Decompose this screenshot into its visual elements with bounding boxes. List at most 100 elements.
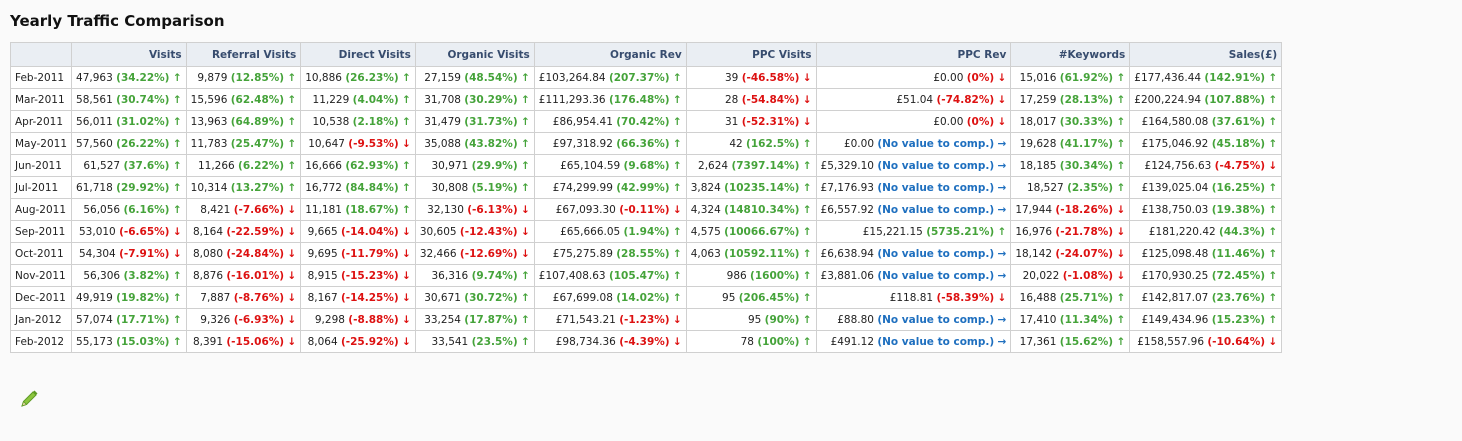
arrow-up-icon: ↑: [1116, 115, 1126, 128]
table-cell: 31,708 (30.29%) ↑: [414, 88, 535, 111]
arrow-up-icon: ↑: [1268, 71, 1278, 84]
arrow-down-icon: ↓: [1116, 203, 1126, 216]
table-cell: 95 (90%) ↑: [685, 308, 817, 331]
arrow-down-icon: ↓: [402, 313, 411, 326]
cell-value: £0.00: [933, 115, 964, 128]
cell-change: (66.36%): [616, 137, 670, 150]
arrow-up-icon: ↑: [520, 269, 530, 282]
table-cell: 4,063 (10592.11%) ↑: [685, 242, 817, 265]
cell-value: £0.00: [843, 137, 874, 150]
cell-value: 56,056: [83, 203, 121, 216]
arrow-up-icon: ↑: [287, 159, 297, 172]
month-cell: Feb-2011: [9, 66, 73, 89]
table-row: Aug-2011 56,056 (6.16%) ↑ 8,421 (-7.66%) ↓…: [9, 198, 1283, 221]
cell-value: £67,699.08: [552, 291, 613, 304]
table-cell: 20,022 (-1.08%) ↓: [1010, 264, 1131, 287]
cell-change: (-58.39%): [936, 291, 995, 304]
cell-value: £164,580.08: [1141, 115, 1209, 128]
cell-value: 11,783: [190, 137, 228, 150]
arrow-up-icon: ↑: [1116, 93, 1126, 106]
cell-change: (17.71%): [116, 313, 170, 326]
arrow-up-icon: ↑: [402, 203, 411, 216]
arrow-up-icon: ↑: [172, 203, 182, 216]
cell-value: 8,064: [307, 335, 338, 348]
cell-value: 49,919: [76, 291, 113, 304]
table-row: Oct-2011 54,304 (-7.91%) ↓ 8,080 (-24.84%)…: [9, 242, 1283, 265]
month-cell: Feb-2012: [9, 330, 73, 353]
cell-value: £200,224.94: [1134, 93, 1202, 106]
arrow-up-icon: ↑: [172, 137, 182, 150]
cell-value: 32,130: [427, 203, 464, 216]
cell-change: (30.34%): [1059, 159, 1114, 172]
arrow-up-icon: ↑: [520, 181, 530, 194]
cell-value: 2,624: [698, 159, 729, 172]
arrow-up-icon: ↑: [520, 335, 530, 348]
cell-value: 57,074: [76, 313, 113, 326]
cell-value: £71,543.21: [555, 313, 616, 326]
month-cell: Apr-2011: [9, 110, 73, 133]
cell-change: (30.72%): [464, 291, 518, 304]
cell-change: (28.55%): [616, 247, 670, 260]
cell-value: £139,025.04: [1141, 181, 1209, 194]
cell-value: 11,266: [197, 159, 235, 172]
cell-change: (-4.39%): [619, 335, 670, 348]
arrow-up-icon: ↑: [172, 115, 182, 128]
month-cell: Oct-2011: [9, 242, 73, 265]
cell-value: 17,361: [1019, 335, 1057, 348]
cell-value: 7,887: [200, 291, 231, 304]
cell-change: (6.22%): [238, 159, 285, 172]
table-row: Jun-2011 61,527 (37.6%) ↑ 11,266 (6.22%) ↑…: [9, 154, 1283, 177]
pencil-icon[interactable]: [18, 388, 40, 410]
arrow-down-icon: ↓: [402, 269, 411, 282]
table-cell: 18,017 (30.33%) ↑: [1010, 110, 1131, 133]
cell-value: £491.12: [830, 335, 874, 348]
month-cell: Mar-2011: [9, 88, 73, 111]
table-cell: £103,264.84 (207.37%) ↑: [533, 66, 687, 89]
cell-value: 20,022: [1022, 269, 1060, 282]
table-cell: 4,324 (14810.34%) ↑: [685, 198, 817, 221]
arrow-down-icon: ↓: [802, 71, 812, 84]
arrow-up-icon: ↑: [1268, 93, 1278, 106]
cell-value: 16,666: [305, 159, 342, 172]
cell-change: (26.23%): [345, 71, 399, 84]
cell-change: (41.17%): [1059, 137, 1114, 150]
arrow-up-icon: ↑: [172, 181, 182, 194]
arrow-up-icon: ↑: [1116, 159, 1126, 172]
cell-value: 30,808: [431, 181, 469, 194]
table-cell: 9,298 (-8.88%) ↓: [300, 308, 416, 331]
arrow-down-icon: ↓: [997, 71, 1007, 84]
cell-change: (No value to comp.): [877, 269, 995, 282]
table-cell: £158,557.96 (-10.64%) ↓: [1129, 330, 1283, 353]
arrow-up-icon: ↑: [672, 159, 682, 172]
table-cell: 28 (-54.84%) ↓: [685, 88, 817, 111]
arrow-down-icon: ↓: [287, 203, 297, 216]
cell-change: (-24.84%): [226, 247, 285, 260]
cell-value: 16,488: [1019, 291, 1057, 304]
cell-change: (45.18%): [1211, 137, 1266, 150]
arrow-up-icon: ↑: [802, 181, 812, 194]
cell-value: 4,324: [690, 203, 721, 216]
cell-change: (0%): [966, 115, 995, 128]
table-cell: 19,628 (41.17%) ↑: [1010, 132, 1131, 155]
cell-change: (-14.25%): [340, 291, 399, 304]
column-header: Sales(£): [1129, 42, 1283, 67]
cell-change: (-8.88%): [348, 313, 399, 326]
arrow-down-icon: ↓: [287, 269, 297, 282]
table-cell: 10,538 (2.18%) ↑: [300, 110, 416, 133]
cell-value: £6,557.92: [820, 203, 874, 216]
cell-value: 9,298: [314, 313, 345, 326]
cell-value: 33,254: [424, 313, 461, 326]
table-cell: 18,142 (-24.07%) ↓: [1010, 242, 1131, 265]
cell-change: (4.04%): [352, 93, 399, 106]
table-cell: £181,220.42 (44.3%) ↑: [1129, 220, 1283, 243]
cell-change: (206.45%): [738, 291, 800, 304]
cell-change: (15.23%): [1211, 313, 1266, 326]
cell-value: 16,772: [305, 181, 342, 194]
cell-value: 18,142: [1015, 247, 1053, 260]
arrow-down-icon: ↓: [997, 115, 1007, 128]
arrow-down-icon: ↓: [520, 203, 530, 216]
cell-value: 8,164: [192, 225, 224, 238]
cell-change: (No value to comp.): [877, 137, 995, 150]
cell-change: (-22.59%): [226, 225, 285, 238]
cell-value: 55,173: [76, 335, 113, 348]
